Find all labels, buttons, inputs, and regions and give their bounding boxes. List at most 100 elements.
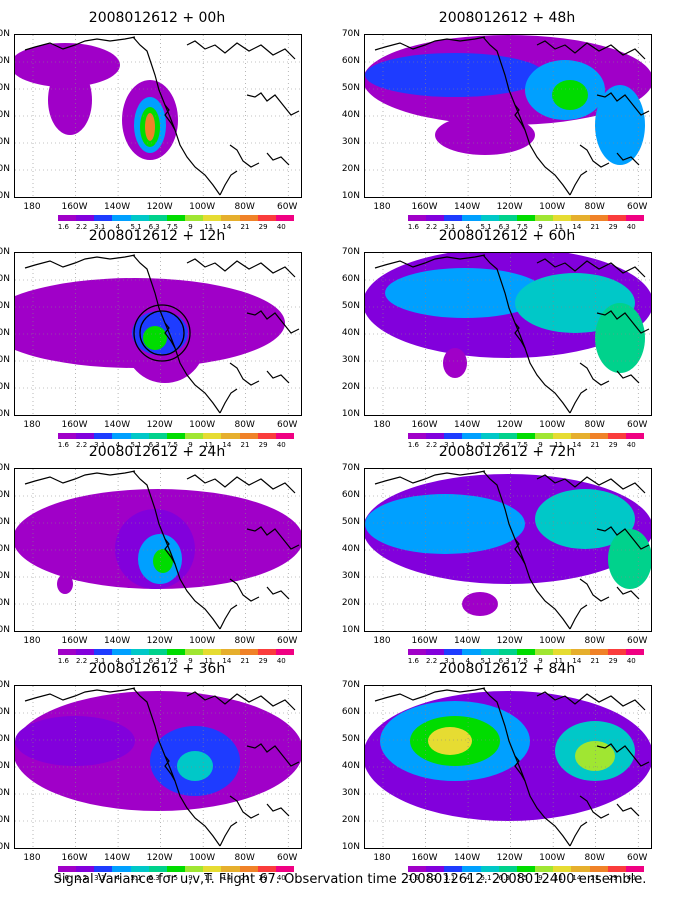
longitude-tick-label: 80W (234, 202, 255, 212)
colorbar-label: 29 (608, 441, 618, 449)
colorbar-swatch (185, 649, 204, 655)
longitude-tick-label: 160W (61, 636, 88, 646)
longitude-tick-label: 100W (189, 853, 216, 863)
panel-title: 2008012612 + 00h (88, 10, 226, 26)
latitude-tick-label: 20N (341, 598, 360, 608)
colorbar-label: 5.1 (480, 874, 492, 882)
longitude-tick-label: 80W (234, 420, 255, 430)
longitude-tick-label: 140W (454, 636, 481, 646)
colorbar-label: 21 (240, 223, 250, 231)
colorbar-label: 2.2 (76, 657, 88, 665)
colorbar-swatch (498, 866, 517, 872)
colorbar-swatch (76, 215, 95, 221)
colorbar-label: 14 (222, 874, 232, 882)
longitude-tick-label: 120W (496, 636, 523, 646)
colorbar-swatch (94, 433, 113, 439)
colorbar-label: 6.3 (148, 657, 160, 665)
map-svg (365, 469, 651, 631)
colorbar-swatch (462, 649, 481, 655)
coastline (24, 254, 136, 269)
longitude-tick-label: 120W (146, 853, 173, 863)
colorbar-label: 3.1 (94, 223, 106, 231)
colorbar-label: 11 (204, 874, 214, 882)
colorbar-swatch (94, 866, 113, 872)
colorbar-swatch (625, 866, 645, 872)
colorbar-label: 21 (240, 657, 250, 665)
variance-contour-region (435, 115, 535, 155)
colorbar-swatch (462, 215, 481, 221)
latitude-tick-label: 70N (0, 247, 10, 257)
colorbar-label: 6.3 (498, 441, 510, 449)
coastline (616, 586, 640, 600)
longitude-tick-label: 180 (23, 853, 41, 863)
colorbar-label: 9 (188, 441, 193, 449)
longitude-tick-label: 80W (234, 636, 255, 646)
colorbar-label: 5.1 (480, 441, 492, 449)
colorbar-swatch (535, 649, 554, 655)
latitude-tick-label: 10N (0, 625, 10, 635)
colorbar-swatch (76, 649, 95, 655)
map-panel: 2008012612 + 72h 70N 60N 50N 40N 30N 20N 10N 180… (342, 444, 652, 665)
coastline (374, 470, 486, 485)
longitude-tick-label: 160W (411, 420, 438, 430)
coastline (579, 578, 610, 602)
colorbar-label: 4 (465, 441, 471, 449)
variance-contour-region (365, 53, 545, 97)
coastline (569, 604, 588, 630)
colorbar-swatch (203, 649, 222, 655)
colorbar-label: 7.5 (516, 657, 528, 665)
latitude-tick-label: 70N (0, 463, 10, 473)
coastline (229, 795, 260, 819)
colorbar-label: 7.5 (516, 441, 528, 449)
colorbar-swatch (76, 866, 95, 872)
longitude-tick-label: 180 (373, 202, 391, 212)
contour-map (364, 252, 652, 416)
colorbar-swatch (130, 215, 149, 221)
variance-contour-region (177, 751, 213, 781)
colorbar-swatch (535, 866, 554, 872)
coastline (246, 310, 300, 334)
colorbar (58, 649, 295, 655)
longitude-tick-label: 180 (23, 636, 41, 646)
longitude-tick-label: 160W (411, 636, 438, 646)
variance-contour-region (145, 113, 155, 141)
colorbar-label: 3.1 (94, 441, 106, 449)
coastline (186, 474, 296, 494)
longitude-tick-label: 160W (61, 853, 88, 863)
colorbar (408, 433, 645, 439)
coastline (219, 388, 238, 414)
colorbar-swatch (239, 433, 258, 439)
colorbar-label: 4 (115, 657, 121, 665)
colorbar-swatch (516, 649, 536, 655)
coastline (514, 755, 526, 782)
longitude-tick-label: 120W (146, 420, 173, 430)
coastline (596, 92, 650, 116)
colorbar-swatch (571, 649, 590, 655)
longitude-tick-label: 100W (189, 420, 216, 430)
colorbar-label: 14 (572, 441, 582, 449)
longitude-tick-label: 80W (584, 636, 605, 646)
colorbar-label: 2.2 (76, 223, 88, 231)
colorbar-label: 9 (188, 657, 193, 665)
colorbar-label: 40 (626, 441, 636, 449)
coastline (229, 578, 260, 602)
colorbar-swatch (426, 433, 445, 439)
latitude-tick-label: 40N (341, 110, 360, 120)
colorbar-label: 2.2 (426, 874, 438, 882)
variance-contour-region (153, 549, 173, 573)
colorbar-swatch (625, 433, 645, 439)
latitude-tick-label: 40N (0, 110, 10, 120)
colorbar-label: 29 (258, 657, 268, 665)
longitude-tick-label: 100W (539, 202, 566, 212)
colorbar-label: 21 (240, 874, 250, 882)
coastline (164, 755, 176, 782)
contour-map (14, 34, 302, 198)
longitude-tick-label: 60W (627, 636, 648, 646)
latitude-tick-label: 60N (0, 707, 10, 717)
colorbar-swatch (257, 866, 276, 872)
colorbar-swatch (58, 215, 77, 221)
colorbar-label: 29 (258, 441, 268, 449)
colorbar-swatch (408, 215, 427, 221)
coastline (186, 691, 296, 711)
colorbar-swatch (185, 866, 204, 872)
